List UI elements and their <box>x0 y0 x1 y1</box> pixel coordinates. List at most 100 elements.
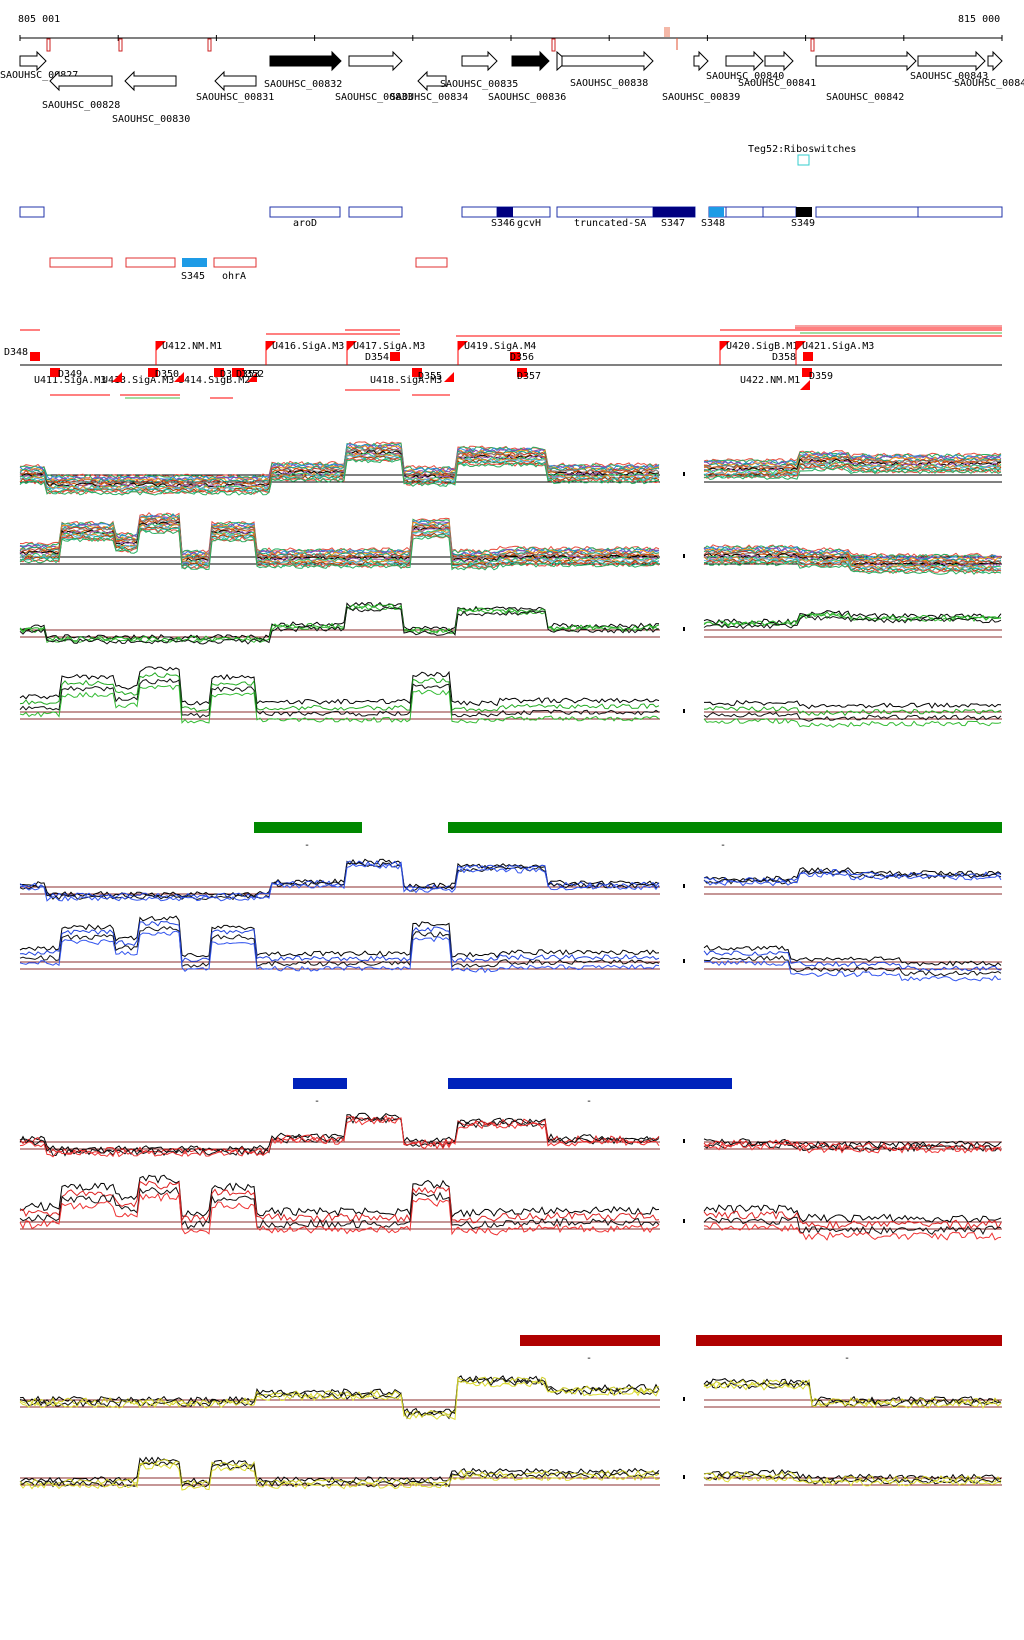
condition-bar[interactable]: - <box>293 1078 347 1107</box>
gene-arrow[interactable]: SAOUHSC_00835 <box>440 50 518 90</box>
feature-box-red <box>415 257 448 268</box>
gene-arrow[interactable]: SAOUHSC_00827 <box>0 50 78 81</box>
feature-box <box>269 206 341 218</box>
gene-arrow[interactable]: SAOUHSC_00828 <box>42 70 120 111</box>
feature-box-filled <box>653 207 695 217</box>
expression-trace <box>19 516 660 558</box>
gene-arrow[interactable]: SAOUHSC_00836 <box>488 50 566 103</box>
promoter-flag <box>720 341 730 351</box>
feature-box-red <box>49 257 113 268</box>
expression-trace <box>19 678 660 719</box>
expression-trace <box>19 516 660 559</box>
promoter-marker[interactable]: U419.SigA.M4 <box>457 341 536 365</box>
expression-trace <box>19 1461 659 1488</box>
terminator-marker[interactable]: D350 <box>148 368 179 380</box>
promoter-marker[interactable]: U416.SigA.M3 <box>265 341 344 365</box>
terminator-marker[interactable]: D349 <box>50 368 82 380</box>
expression-trace <box>19 442 660 480</box>
terminator-marker[interactable]: D357 <box>517 368 541 382</box>
promoter-flag <box>247 372 257 382</box>
gap-tick <box>683 884 685 888</box>
gene-shape <box>124 70 177 92</box>
condition-bar-mark: - <box>844 1353 850 1364</box>
expression-trace <box>703 1210 1002 1230</box>
terminator-marker[interactable]: D353 <box>232 368 260 380</box>
terminator-marker[interactable]: D358 <box>772 352 813 363</box>
promoter-marker[interactable]: U417.SigA.M3 <box>346 341 425 365</box>
promoter-marker[interactable]: U412.NM.M1 <box>155 341 222 365</box>
promoter-marker[interactable]: U411.SigA.M3 <box>34 375 106 386</box>
expression-panel <box>19 1375 1002 1421</box>
feature-box-red <box>125 257 176 268</box>
terminator-marker[interactable]: D355 <box>412 368 442 382</box>
terminator-marker[interactable]: D359 <box>802 368 833 382</box>
terminator-box <box>802 368 812 377</box>
terminator-label: D348 <box>4 347 28 358</box>
condition-bar-mark: - <box>586 1096 592 1107</box>
condition-bar[interactable]: - <box>254 822 362 851</box>
expression-trace <box>19 446 660 484</box>
gene-shape <box>417 70 447 92</box>
terminator-marker[interactable]: D348 <box>4 347 40 361</box>
gene-arrow[interactable]: SAOUHSC_00831 <box>196 70 274 103</box>
expression-panel <box>19 1456 1002 1491</box>
riboswitch-feature[interactable]: Teg52:Riboswitches <box>748 144 856 166</box>
gene-arrow[interactable]: SAOUHSC_00844 <box>954 50 1024 89</box>
gene-arrow[interactable]: SAOUHSC_00840 <box>706 50 784 82</box>
expression-trace <box>19 528 660 570</box>
promoter-label: U419.SigA.M4 <box>464 341 536 352</box>
gene-arrow[interactable]: SAOUHSC_00838 <box>561 50 654 89</box>
condition-bar[interactable]: - <box>520 1335 660 1364</box>
expression-trace <box>703 1473 1002 1485</box>
promoter-marker[interactable]: U418.SigA.M3 <box>370 375 442 386</box>
gene-arrow[interactable]: SAOUHSC_00830 <box>112 70 190 125</box>
gene-arrow[interactable]: SAOUHSC_00832 <box>264 50 342 90</box>
expression-trace <box>19 1114 660 1155</box>
expression-trace <box>19 915 660 959</box>
riboswitch-label: Teg52:Riboswitches <box>748 144 856 155</box>
feature-label: S346 <box>491 218 515 229</box>
promoter-flag <box>174 372 184 382</box>
promoter-flag <box>347 341 357 351</box>
gene-label: SAOUHSC_00833 <box>335 92 413 103</box>
promoter-marker[interactable]: U413.SigA.M3 <box>102 375 174 386</box>
promoter-marker[interactable]: U421.SigA.M3 <box>795 341 874 365</box>
expression-trace <box>703 1475 1002 1487</box>
gene-arrow[interactable]: SAOUHSC_00834 <box>390 70 468 103</box>
expression-trace <box>703 1204 1002 1223</box>
gene-label: SAOUHSC_00842 <box>826 92 904 103</box>
expression-trace <box>703 867 1002 882</box>
feature-box-filled <box>497 207 513 217</box>
condition-bar[interactable]: - <box>696 1335 1002 1364</box>
feature-box <box>556 206 654 218</box>
promoter-marker[interactable]: U420.SigB.M1 <box>719 341 798 365</box>
promoter-flag <box>796 341 806 351</box>
feature-label: aroD <box>293 218 317 229</box>
gap-tick <box>683 1397 685 1401</box>
expression-trace <box>703 544 1002 558</box>
promoter-marker[interactable]: U414.SigB.M2 <box>178 375 250 386</box>
gene-arrow[interactable]: SAOUHSC_00839 <box>662 50 740 103</box>
expression-trace <box>19 603 660 642</box>
terminator-marker[interactable]: D356 <box>510 352 534 363</box>
gene-label: SAOUHSC_00828 <box>42 100 120 111</box>
gene-arrow[interactable]: SAOUHSC_00842 <box>815 50 917 103</box>
condition-bar[interactable]: - <box>448 822 1002 851</box>
gene-label: SAOUHSC_00834 <box>390 92 468 103</box>
condition-bar-fill <box>696 1335 1002 1346</box>
gene-shape <box>49 70 113 92</box>
gene-arrow[interactable]: SAOUHSC_00841 <box>738 50 816 89</box>
expression-panel <box>19 511 1002 575</box>
promoter-marker[interactable]: U422.NM.M1 <box>740 375 800 386</box>
expression-trace <box>19 511 660 554</box>
ruler-mark <box>207 38 212 52</box>
terminator-label: D359 <box>809 371 833 382</box>
promoter-terminator-track: U412.NM.M1 U416.SigA.M3 U417.SigA.M3 U419.S… <box>4 325 1002 399</box>
expression-trace <box>19 456 660 494</box>
condition-bar[interactable]: - <box>448 1078 732 1107</box>
gene-arrow[interactable]: SAOUHSC_00843 <box>910 50 988 82</box>
gene-arrow[interactable]: SAOUHSC_00833 <box>335 50 413 103</box>
expression-trace <box>703 712 1002 722</box>
terminator-marker[interactable]: D354 <box>365 352 400 363</box>
gene-label: SAOUHSC_00840 <box>706 71 784 82</box>
